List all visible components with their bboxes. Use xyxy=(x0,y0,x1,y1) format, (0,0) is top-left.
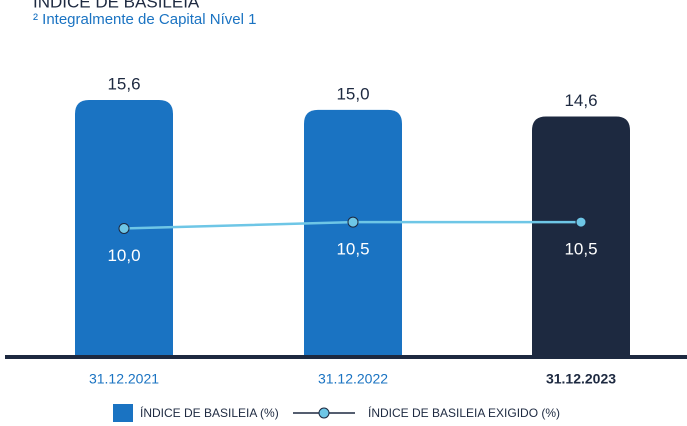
line-value-label: 10,0 xyxy=(107,246,140,265)
line-value-label: 10,5 xyxy=(336,240,369,259)
line-point xyxy=(347,216,359,228)
legend-marker xyxy=(318,407,330,419)
bar-value-label: 15,0 xyxy=(336,84,369,103)
bar xyxy=(304,109,402,357)
x-tick-label: 31.12.2022 xyxy=(318,371,388,387)
chart-subtitle: ² Integralmente de Capital Nível 1 xyxy=(33,11,256,28)
bar-value-label: 14,6 xyxy=(564,91,597,110)
bar-value-label: 15,6 xyxy=(107,74,140,93)
line-point xyxy=(118,223,130,234)
line-value-label: 10,5 xyxy=(564,240,597,259)
chart-title: ÍNDICE DE BASILEIA xyxy=(33,0,200,11)
x-tick-label: 31.12.2021 xyxy=(89,371,159,387)
bar xyxy=(532,116,630,357)
line-point xyxy=(575,216,587,228)
legend-label: ÍNDICE DE BASILEIA EXIGIDO (%) xyxy=(368,405,560,420)
legend-label: ÍNDICE DE BASILEIA (%) xyxy=(140,405,279,420)
x-tick-label: 31.12.2023 xyxy=(546,371,616,387)
legend-swatch xyxy=(113,404,133,422)
